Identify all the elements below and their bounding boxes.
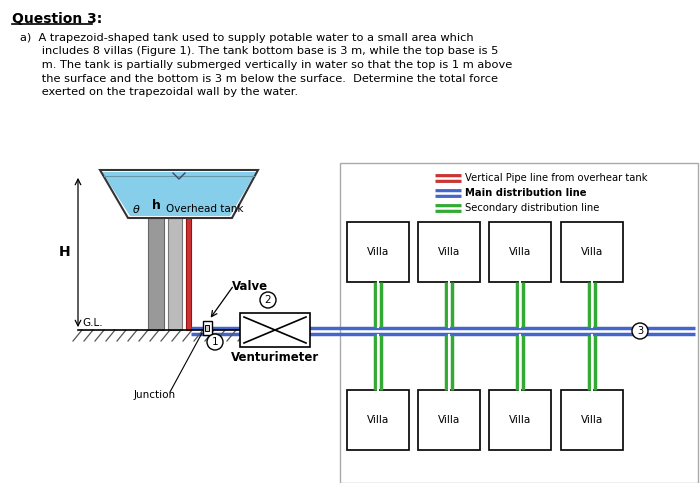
Text: the surface and the bottom is 3 m below the surface.  Determine the total force: the surface and the bottom is 3 m below …: [20, 73, 498, 84]
Text: Villa: Villa: [581, 415, 603, 425]
Text: exerted on the trapezoidal wall by the water.: exerted on the trapezoidal wall by the w…: [20, 87, 298, 97]
Bar: [203, 321, 212, 335]
Text: Villa: Villa: [581, 247, 603, 257]
Text: Villa: Villa: [438, 247, 460, 257]
Circle shape: [207, 334, 223, 350]
Text: Question 3:: Question 3:: [12, 12, 102, 26]
Text: Valve: Valve: [232, 280, 268, 293]
Bar: [561, 222, 623, 282]
Text: Main distribution line: Main distribution line: [465, 188, 587, 198]
Bar: [205, 325, 209, 331]
Polygon shape: [102, 172, 256, 216]
Text: Venturimeter: Venturimeter: [231, 351, 319, 364]
Bar: [489, 390, 551, 450]
Bar: [240, 313, 310, 347]
Text: H: H: [58, 245, 70, 259]
Text: $\theta$: $\theta$: [132, 203, 141, 215]
Text: Villa: Villa: [367, 415, 389, 425]
Text: includes 8 villas (Figure 1). The tank bottom base is 3 m, while the top base is: includes 8 villas (Figure 1). The tank b…: [20, 46, 498, 57]
Circle shape: [260, 292, 276, 308]
Text: Villa: Villa: [509, 415, 531, 425]
Text: Overhead tank: Overhead tank: [166, 204, 244, 214]
Bar: [489, 222, 551, 282]
Text: G.L.: G.L.: [82, 318, 103, 328]
Bar: [148, 218, 164, 330]
Text: a)  A trapezoid-shaped tank used to supply potable water to a small area which: a) A trapezoid-shaped tank used to suppl…: [20, 33, 474, 43]
Text: m. The tank is partially submerged vertically in water so that the top is 1 m ab: m. The tank is partially submerged verti…: [20, 60, 512, 70]
Text: 2: 2: [265, 295, 272, 305]
Bar: [347, 390, 409, 450]
Text: Junction: Junction: [134, 390, 176, 400]
Bar: [186, 218, 191, 330]
Bar: [418, 222, 480, 282]
Text: Vertical Pipe line from overhear tank: Vertical Pipe line from overhear tank: [465, 173, 648, 183]
Bar: [340, 163, 698, 483]
Text: h: h: [152, 199, 161, 212]
Bar: [347, 222, 409, 282]
Text: Villa: Villa: [438, 415, 460, 425]
Text: Secondary distribution line: Secondary distribution line: [465, 203, 599, 213]
Bar: [561, 390, 623, 450]
Circle shape: [632, 323, 648, 339]
Text: Villa: Villa: [509, 247, 531, 257]
Bar: [168, 218, 182, 330]
Text: Villa: Villa: [367, 247, 389, 257]
Bar: [418, 390, 480, 450]
Text: 3: 3: [637, 326, 643, 336]
Text: 1: 1: [211, 337, 218, 347]
